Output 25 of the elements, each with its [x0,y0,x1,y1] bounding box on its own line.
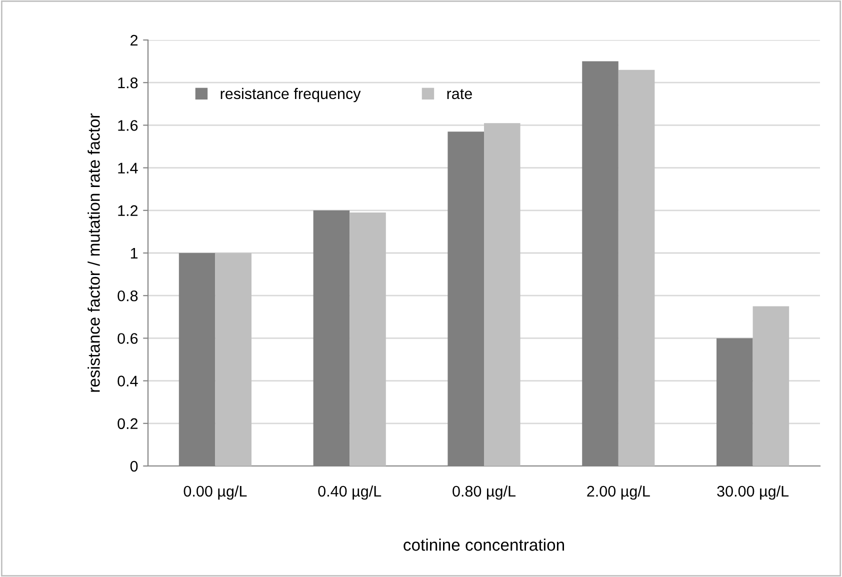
y-tick-label: 1 [130,248,138,259]
y-tick-label: 0.2 [118,418,138,430]
y-tick-label: 2 [130,34,138,46]
bar [752,306,790,466]
x-tick-label: 0.80 µg/L [452,485,516,500]
x-tick-label: 2.00 µg/L [587,485,650,500]
bar [618,70,655,466]
y-tick-label: 1.2 [118,205,138,216]
legend-label: resistance frequency [220,88,361,102]
bar [484,123,520,466]
y-tick-label: 1.4 [118,162,138,174]
x-axis-title: cotinine concentration [404,538,564,551]
y-axis-title: resistance factor / mutation rate factor [88,113,100,392]
y-tick-label: 0.4 [118,376,138,386]
y-tick-label: 0 [130,460,138,472]
y-tick-label: 1.8 [118,77,138,88]
legend-label: rate [447,89,472,100]
y-tick-label: 0.6 [118,333,138,344]
x-tick-label: 0.00 µg/L [184,485,247,500]
bar [215,253,252,466]
y-tick-label: 1.6 [118,120,138,131]
x-tick-label: 30.00 µg/L [717,485,789,500]
x-tick-label: 0.40 µg/L [318,485,382,500]
y-tick-label: 0.8 [118,290,138,302]
bar [350,212,386,466]
